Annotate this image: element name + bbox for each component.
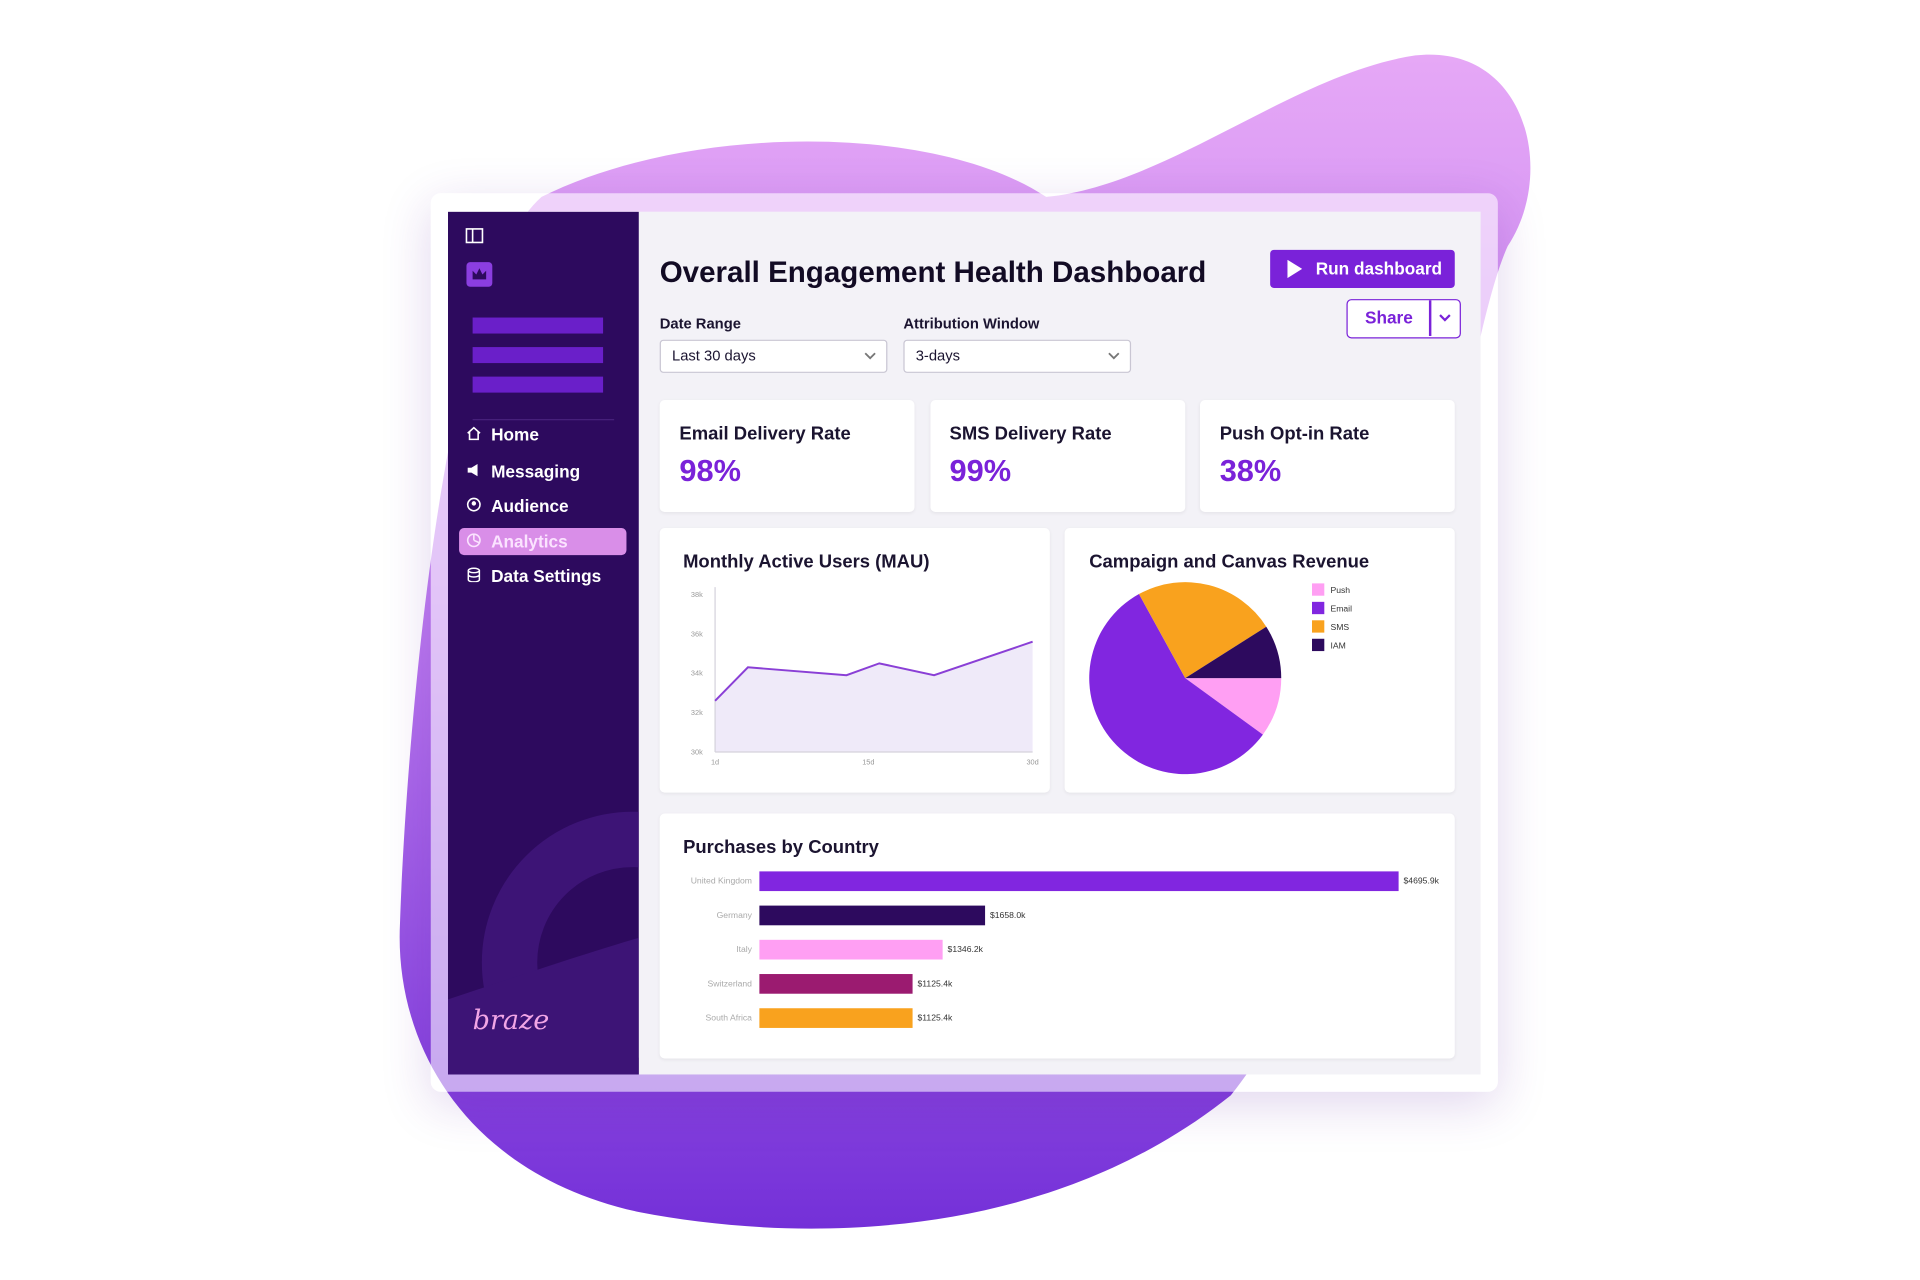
legend-swatch: [1311, 583, 1325, 596]
legend-label: SMS: [1330, 622, 1349, 632]
filter-select[interactable]: Last 30 days: [659, 339, 888, 373]
share-button[interactable]: Share: [1346, 299, 1461, 339]
share-label: Share: [1364, 307, 1413, 328]
y-tick-label: Italy: [736, 944, 752, 954]
legend-swatch: [1311, 638, 1325, 652]
logo: braze: [472, 1005, 550, 1037]
value-label: $4695.9k: [1404, 876, 1440, 886]
y-tick-label: 32k: [691, 708, 703, 717]
y-tick-label: 36k: [691, 629, 703, 638]
sidebar: braze Home Messaging Audience Analytics Data…: [447, 211, 639, 1075]
placeholder-bar: [472, 376, 604, 393]
kpi-label: SMS Delivery Rate: [949, 423, 1112, 445]
nav-icon: [466, 533, 481, 548]
placeholder-bar: [472, 347, 604, 364]
nav-icon: [467, 567, 481, 583]
x-tick-label: 1d: [711, 757, 719, 766]
x-tick-label: 15d: [862, 757, 874, 766]
kpi-label: Push Opt-in Rate: [1219, 423, 1370, 445]
nav-label: Data Settings: [491, 566, 602, 586]
legend-swatch: [1311, 620, 1325, 633]
dashboard-title: Overall Engagement Health Dashboard: [659, 255, 1207, 290]
y-tick-label: Switzerland: [707, 978, 752, 988]
bar: [759, 939, 943, 960]
nav-item[interactable]: Home: [459, 421, 626, 448]
pie-slice: [1185, 626, 1282, 679]
y-tick-label: 34k: [691, 669, 703, 678]
filter-select[interactable]: 3-days: [903, 339, 1132, 373]
bar: [759, 905, 986, 926]
y-tick-label: United Kingdom: [691, 876, 752, 886]
chart-title: Campaign and Canvas Revenue: [1089, 550, 1369, 571]
kpi-label: Email Delivery Rate: [679, 423, 851, 445]
pie-slice: [1185, 678, 1282, 735]
filter-value: 3-days: [915, 347, 961, 365]
y-tick-label: 38k: [691, 590, 703, 599]
filter-label: Date Range: [659, 315, 741, 333]
nav-label: Analytics: [491, 531, 568, 552]
legend-label: Email: [1330, 604, 1352, 614]
y-tick-label: Germany: [717, 910, 753, 920]
bar: [759, 974, 913, 994]
kpi-value: 38%: [1219, 454, 1282, 489]
kpi-card: SMS Delivery Rate 99%: [929, 399, 1185, 512]
legend-swatch: [1311, 601, 1325, 615]
placeholder-bar: [472, 317, 604, 334]
value-label: $1125.4k: [918, 978, 953, 988]
sidebar-decor: [447, 228, 639, 1075]
run-button[interactable]: Run dashboard: [1270, 249, 1455, 288]
nav-label: Messaging: [491, 461, 581, 482]
legend-label: IAM: [1330, 641, 1345, 651]
chevron: [864, 352, 876, 360]
bar: [759, 871, 1399, 892]
chevron: [1108, 352, 1120, 360]
nav-label: Audience: [491, 495, 569, 516]
kpi-card: Push Opt-in Rate 38%: [1199, 399, 1455, 512]
filter-value: Last 30 days: [671, 347, 756, 365]
nav-icon: [467, 463, 478, 477]
kpi-value: 98%: [679, 454, 741, 489]
nav-item[interactable]: Messaging: [459, 458, 626, 485]
kpi-card: Email Delivery Rate 98%: [659, 399, 915, 512]
nav-item[interactable]: Data Settings: [459, 562, 626, 589]
nav-item[interactable]: Audience: [459, 492, 626, 519]
nav-icon: [466, 497, 481, 512]
run-button-label: Run dashboard: [1315, 258, 1443, 279]
nav-icon: [467, 426, 481, 441]
pie-slice: [1138, 582, 1267, 679]
nav-label: Home: [491, 424, 539, 445]
pie-slice: [1089, 594, 1263, 775]
y-tick-label: 30k: [691, 747, 703, 756]
kpi-value: 99%: [949, 454, 1012, 489]
value-label: $1658.0k: [990, 910, 1026, 920]
value-label: $1125.4k: [918, 1013, 953, 1023]
legend-label: Push: [1330, 585, 1350, 595]
share-divider: [1428, 300, 1431, 336]
x-tick-label: 30d: [1026, 757, 1038, 766]
y-tick-label: South Africa: [706, 1013, 753, 1023]
chart-title: Monthly Active Users (MAU): [683, 550, 929, 571]
filter-label: Attribution Window: [903, 315, 1040, 333]
bar: [759, 1008, 913, 1028]
line: [714, 640, 1033, 702]
chart-title: Purchases by Country: [683, 836, 880, 857]
nav-item[interactable]: Analytics: [459, 527, 627, 556]
chevron: [1439, 314, 1451, 322]
play-icon: [1287, 259, 1303, 279]
value-label: $1346.2k: [948, 944, 984, 954]
